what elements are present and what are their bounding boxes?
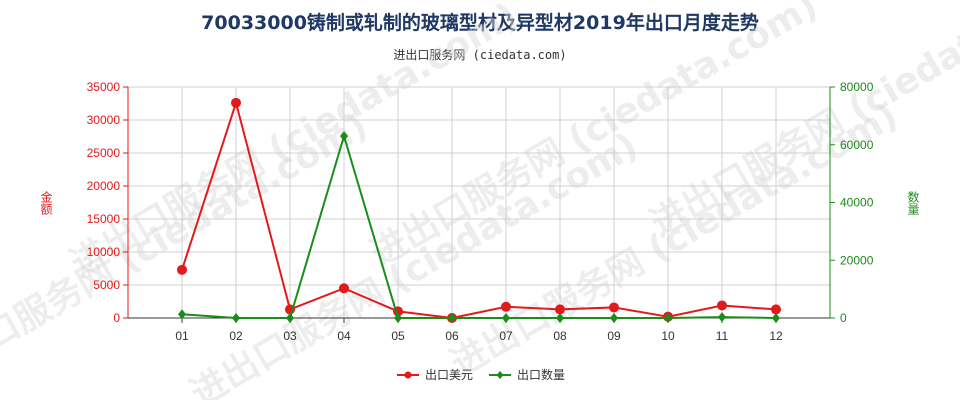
y-right-tick-label: 0 (840, 311, 847, 325)
series-line (181, 132, 777, 319)
y-left-tick-label: 15000 (87, 212, 121, 226)
x-tick-label: 07 (499, 329, 513, 343)
y-left-tick-label: 0 (113, 311, 120, 325)
data-point (340, 131, 348, 142)
series-layer (177, 97, 781, 323)
y-left-tick-label: 5000 (93, 278, 120, 292)
data-point (771, 304, 781, 315)
y-left-tick-label: 10000 (87, 245, 121, 259)
data-point (609, 302, 619, 313)
data-point (717, 300, 727, 311)
data-point (339, 283, 349, 294)
y-right-tick-label: 80000 (840, 80, 874, 94)
series-line (181, 99, 777, 320)
x-tick-label: 03 (283, 329, 297, 343)
legend-marker (496, 371, 504, 379)
data-point (448, 313, 456, 323)
x-tick-label: 06 (445, 329, 459, 343)
data-point (231, 97, 241, 108)
x-tick-label: 01 (175, 329, 189, 343)
data-point (502, 313, 510, 323)
legend-label: 出口数量 (517, 367, 565, 382)
data-point (501, 301, 511, 312)
axis-layer: 0 5000 10000 15000 20000 25000 30000 35000 0 2000… (39, 80, 920, 343)
data-point (555, 304, 565, 315)
data-point (718, 312, 726, 323)
x-tick-label: 02 (229, 329, 243, 343)
x-tick-label: 10 (661, 329, 675, 343)
y-axis-right-title: 数量 (906, 190, 920, 215)
y-left-tick-label: 30000 (87, 113, 121, 127)
data-point (772, 313, 780, 323)
legend-label: 出口美元 (425, 368, 473, 382)
x-tick-label: 11 (716, 329, 729, 343)
data-point (556, 313, 564, 323)
data-point (232, 313, 240, 323)
data-point (610, 313, 618, 323)
x-tick-label: 08 (553, 329, 567, 343)
x-tick-label: 04 (337, 329, 351, 343)
y-right-tick-label: 40000 (840, 196, 874, 210)
data-point (394, 313, 402, 323)
legend[interactable]: 出口美元 出口数量 (397, 367, 565, 382)
y-right-tick-label: 20000 (840, 253, 874, 267)
data-point (178, 309, 186, 320)
x-tick-label: 05 (391, 329, 405, 343)
grid-layer (128, 86, 830, 318)
y-left-tick-label: 35000 (87, 80, 121, 94)
y-right-tick-label: 60000 (840, 138, 874, 152)
chart-title: 70033000铸制或轧制的玻璃型材及异型材2019年出口月度走势 (201, 12, 759, 34)
y-left-tick-label: 25000 (87, 146, 121, 160)
data-point (177, 264, 187, 275)
y-axis-left-title: 金额 (39, 190, 53, 216)
legend-marker (404, 371, 412, 379)
x-tick-label: 12 (769, 329, 783, 343)
data-point (664, 313, 672, 323)
chart-subtitle: 进出口服务网 (ciedata.com) (393, 48, 567, 62)
data-point (286, 313, 294, 323)
x-tick-label: 09 (607, 329, 621, 343)
y-left-tick-label: 20000 (87, 179, 121, 193)
